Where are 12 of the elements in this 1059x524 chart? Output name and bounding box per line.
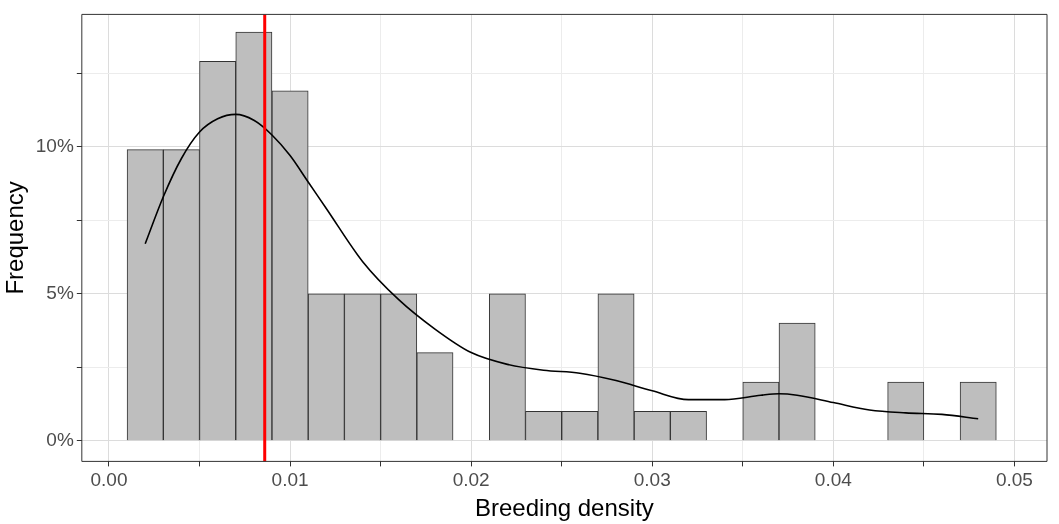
x-axis-title: Breeding density	[475, 494, 654, 522]
x-tick-label: 0.05	[995, 469, 1033, 491]
x-tick-label: 0.03	[633, 469, 671, 491]
x-tick-label: 0.02	[452, 469, 490, 491]
line-series	[144, 113, 979, 420]
y-axis-title: Frequency	[1, 181, 29, 295]
x-tick-label: 0.04	[814, 469, 853, 491]
y-tick-label: 5%	[46, 282, 74, 304]
x-tick-label: 0.01	[271, 469, 309, 491]
x-tick-label: 0.00	[90, 469, 128, 491]
y-tick-label: 0%	[46, 429, 74, 451]
y-tick-label: 10%	[35, 134, 74, 156]
